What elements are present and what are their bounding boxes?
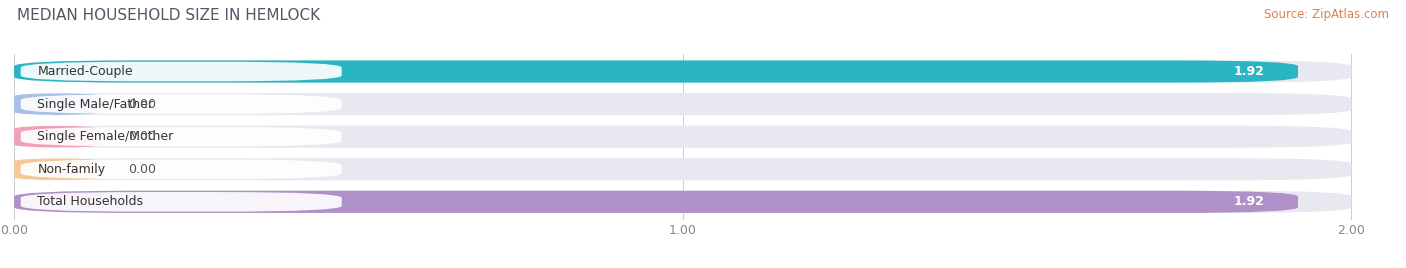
- Text: MEDIAN HOUSEHOLD SIZE IN HEMLOCK: MEDIAN HOUSEHOLD SIZE IN HEMLOCK: [17, 8, 321, 23]
- Text: 1.92: 1.92: [1233, 195, 1264, 208]
- Text: Total Households: Total Households: [38, 195, 143, 208]
- Text: Married-Couple: Married-Couple: [38, 65, 134, 78]
- FancyBboxPatch shape: [14, 93, 101, 115]
- Text: Source: ZipAtlas.com: Source: ZipAtlas.com: [1264, 8, 1389, 21]
- Text: Single Female/Mother: Single Female/Mother: [38, 130, 174, 143]
- FancyBboxPatch shape: [21, 192, 342, 212]
- FancyBboxPatch shape: [14, 126, 101, 148]
- FancyBboxPatch shape: [21, 94, 342, 114]
- FancyBboxPatch shape: [14, 61, 1351, 83]
- FancyBboxPatch shape: [21, 159, 342, 179]
- Text: 1.92: 1.92: [1233, 65, 1264, 78]
- FancyBboxPatch shape: [14, 126, 1351, 148]
- Text: Single Male/Father: Single Male/Father: [38, 98, 153, 111]
- Text: 0.00: 0.00: [128, 98, 156, 111]
- FancyBboxPatch shape: [14, 93, 1351, 115]
- Text: Non-family: Non-family: [38, 163, 105, 176]
- FancyBboxPatch shape: [14, 191, 1351, 213]
- FancyBboxPatch shape: [14, 191, 1298, 213]
- FancyBboxPatch shape: [14, 158, 1351, 180]
- Text: 0.00: 0.00: [128, 130, 156, 143]
- FancyBboxPatch shape: [21, 62, 342, 81]
- FancyBboxPatch shape: [21, 127, 342, 146]
- FancyBboxPatch shape: [14, 158, 101, 180]
- Text: 0.00: 0.00: [128, 163, 156, 176]
- FancyBboxPatch shape: [14, 61, 1298, 83]
